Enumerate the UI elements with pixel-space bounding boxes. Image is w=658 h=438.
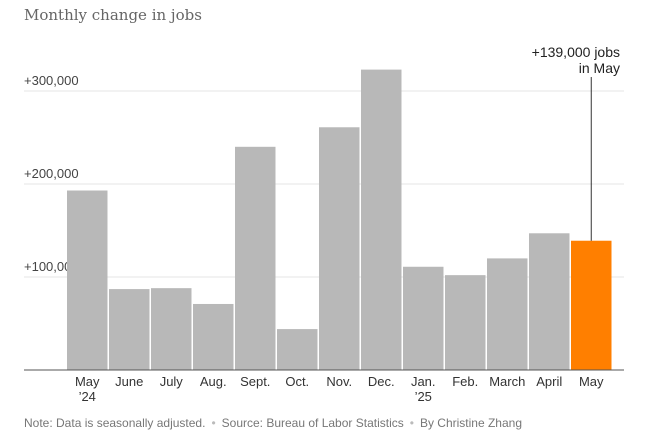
chart-title: Monthly change in jobs (24, 6, 202, 24)
footnote: Note: Data is seasonally adjusted. (24, 416, 206, 430)
x-tick-label: May (579, 374, 604, 389)
y-tick-label: +300,000 (24, 73, 79, 88)
annotation-label: in May (579, 60, 620, 76)
x-tick-label: July (160, 374, 184, 389)
x-tick-label: June (115, 374, 143, 389)
x-tick-label: Nov. (326, 374, 352, 389)
x-tick-label: Jan. (411, 374, 436, 389)
bar (151, 288, 192, 370)
x-tick-label: Sept. (240, 374, 270, 389)
y-tick-label: +200,000 (24, 166, 79, 181)
bars (67, 69, 612, 371)
bar (235, 146, 276, 370)
byline: By Christine Zhang (419, 416, 522, 430)
y-axis-ticks: +100,000 +200,000 +300,000 (24, 73, 79, 274)
bar (487, 258, 528, 370)
bar (67, 190, 108, 370)
bar (403, 266, 444, 370)
bar (109, 289, 150, 370)
x-tick-label: March (489, 374, 525, 389)
x-tick-label: Dec. (368, 374, 395, 389)
bar (571, 240, 612, 370)
bar (319, 127, 360, 371)
bar (361, 69, 402, 371)
x-tick-label: ’25 (415, 389, 432, 404)
x-tick-label: ’24 (79, 389, 96, 404)
source-note: Source: Bureau of Labor Statistics (221, 416, 404, 430)
bar (193, 303, 234, 370)
annotation-label: +139,000 jobs (532, 44, 620, 60)
bar (529, 233, 570, 370)
y-tick-label: +100,000 (24, 259, 79, 274)
x-tick-label: Feb. (452, 374, 478, 389)
x-tick-label: April (536, 374, 562, 389)
chart-footer: Note: Data is seasonally adjusted. • Sourc… (24, 416, 522, 430)
x-tick-label: Aug. (200, 374, 227, 389)
bar (277, 329, 318, 370)
x-tick-label: Oct. (285, 374, 309, 389)
bar (445, 275, 486, 370)
x-tick-label: May (75, 374, 100, 389)
